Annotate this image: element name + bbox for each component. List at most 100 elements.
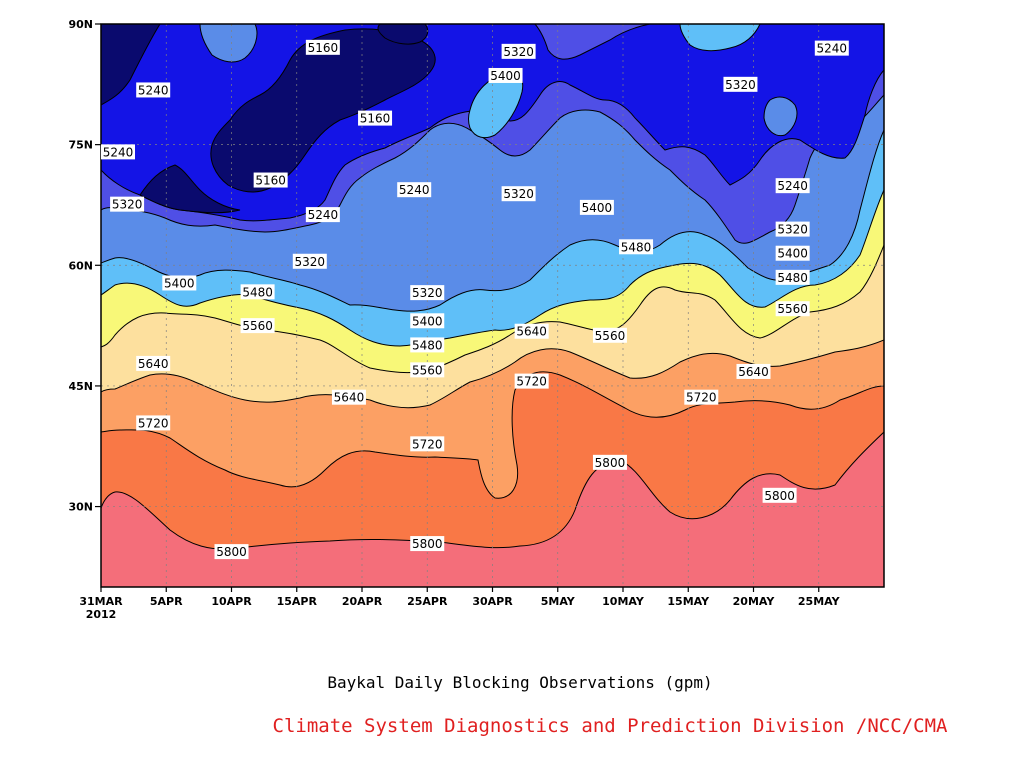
contour-label: 5480 xyxy=(410,337,445,353)
contour-label-text: 5400 xyxy=(582,201,613,215)
contour-label-text: 5480 xyxy=(621,240,652,254)
x-axis: 31MAR 5APR 10APR 15APR 20APR 25APR 30APR 5MAY 10… xyxy=(79,587,841,621)
contour-label-bg xyxy=(501,186,536,202)
contour-label: 5800 xyxy=(762,487,797,503)
contour-label-bg xyxy=(136,415,171,431)
contour-label-text: 5320 xyxy=(412,286,443,300)
contour-label-text: 5800 xyxy=(412,537,443,551)
contour-label: 5640 xyxy=(736,363,771,379)
contour-label-bg xyxy=(214,544,249,560)
contour-label-text: 5800 xyxy=(216,545,247,559)
contour-label-bg xyxy=(514,373,549,389)
contour-label-text: 5400 xyxy=(490,69,521,83)
contour-label-text: 5240 xyxy=(777,179,808,193)
contour-label-text: 5160 xyxy=(255,174,286,188)
contour-label: 5400 xyxy=(775,245,810,261)
contour-label: 5720 xyxy=(684,389,719,405)
contour-label-text: 5560 xyxy=(412,363,443,377)
y-axis: 30N 45N 60N 75N 90N xyxy=(68,18,101,514)
contour-label-bg xyxy=(775,269,810,285)
x-tick-label: 5MAY xyxy=(541,595,576,608)
contour-label: 5240 xyxy=(775,178,810,194)
contour-label-text: 5320 xyxy=(725,78,756,92)
contour-label-bg xyxy=(101,144,135,160)
contour-label-text: 5160 xyxy=(308,41,339,55)
contour-label: 5320 xyxy=(110,196,145,212)
contour-label-text: 5400 xyxy=(412,314,443,328)
contour-label-bg xyxy=(110,196,145,212)
contour-label-text: 5320 xyxy=(503,45,534,59)
contour-label-bg xyxy=(136,355,171,371)
contour-label: 5320 xyxy=(292,253,327,269)
contour-label-text: 5560 xyxy=(242,319,273,333)
contour-label-bg xyxy=(619,239,654,255)
contour-label-text: 5240 xyxy=(817,42,848,56)
contour-label-bg xyxy=(410,313,445,329)
contour-label-text: 5560 xyxy=(595,329,626,343)
band-below-5160-b xyxy=(210,28,436,193)
x-tick-label: 10MAY xyxy=(602,595,645,608)
contour-label-bg xyxy=(162,275,197,291)
contour-label-bg xyxy=(592,327,627,343)
contour-label-bg xyxy=(501,43,536,59)
contour-label: 5240 xyxy=(305,207,340,223)
contour-label-text: 5720 xyxy=(516,375,547,389)
contour-label: 5320 xyxy=(723,76,758,92)
contour-label-bg xyxy=(305,207,340,223)
contour-label: 5400 xyxy=(410,313,445,329)
contour-label-text: 5560 xyxy=(777,302,808,316)
contour-label: 5320 xyxy=(410,285,445,301)
contour-label-text: 5320 xyxy=(503,187,534,201)
contour-label-bg xyxy=(410,436,445,452)
contour-label-text: 5240 xyxy=(399,183,430,197)
y-tick-label: 45N xyxy=(68,380,93,393)
contour-label: 5160 xyxy=(305,39,340,55)
contour-label-bg xyxy=(397,182,432,198)
contour-label: 5800 xyxy=(410,536,445,552)
x-tick-label: 31MAR xyxy=(79,595,123,608)
x-tick-label: 15APR xyxy=(277,595,318,608)
contour-label-bg xyxy=(736,363,771,379)
contour-label: 5160 xyxy=(253,172,288,188)
contour-label: 5400 xyxy=(162,275,197,291)
contour-label-text: 5400 xyxy=(777,247,808,261)
contour-label-text: 5320 xyxy=(777,223,808,237)
contour-label-bg xyxy=(240,284,275,300)
contour-label-text: 5800 xyxy=(764,489,795,503)
contour-label: 5800 xyxy=(592,454,627,470)
contour-label: 5400 xyxy=(488,67,523,83)
contour-label-bg xyxy=(592,454,627,470)
x-tick-label: 20APR xyxy=(342,595,383,608)
y-tick-label: 60N xyxy=(68,259,93,272)
contour-label-bg xyxy=(514,323,549,339)
band-5320-pocket-b xyxy=(763,96,798,137)
contour-label-bg xyxy=(723,76,758,92)
contour-label-bg xyxy=(410,536,445,552)
contour-label-text: 5720 xyxy=(686,391,717,405)
contour-label-text: 5240 xyxy=(308,208,339,222)
contour-labels: 5160 5160 5160 5240 5240 5240 5240 5240 5240 5320… xyxy=(101,39,849,560)
contour-label-text: 5640 xyxy=(138,357,169,371)
band-below-5160-a xyxy=(101,24,161,106)
x-year-label: 2012 xyxy=(86,608,117,621)
contour-label-bg xyxy=(305,39,340,55)
x-tick-label: 15MAY xyxy=(667,595,710,608)
contour-label-bg xyxy=(814,40,849,56)
contour-label-bg xyxy=(410,362,445,378)
credit-line: Climate System Diagnostics and Predictio… xyxy=(273,715,948,737)
contour-label-text: 5640 xyxy=(334,391,365,405)
contour-label-text: 5240 xyxy=(103,145,134,159)
contour-label: 5560 xyxy=(775,301,810,317)
contour-label: 5720 xyxy=(410,436,445,452)
contour-label: 5240 xyxy=(101,144,135,160)
contour-label: 5640 xyxy=(331,389,366,405)
x-tick-label: 20MAY xyxy=(733,595,776,608)
contour-label: 5800 xyxy=(214,544,249,560)
band-below-5160-d xyxy=(139,164,241,214)
band-5400-pocket-b xyxy=(679,24,761,52)
x-tick-label: 25MAY xyxy=(798,595,841,608)
contour-label-text: 5640 xyxy=(738,365,769,379)
contour-label-bg xyxy=(358,110,393,126)
contour-label-text: 5400 xyxy=(164,276,195,290)
